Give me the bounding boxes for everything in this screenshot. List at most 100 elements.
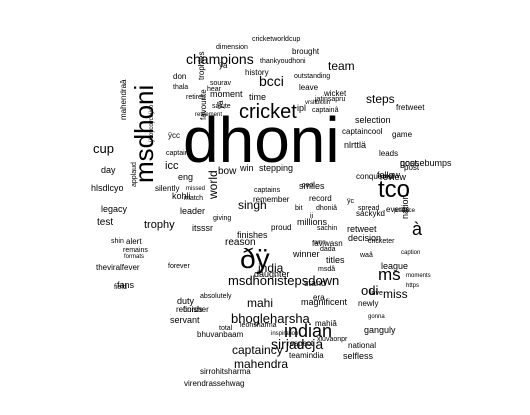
cloud-word: leads <box>379 149 399 158</box>
cloud-word: waâ <box>360 252 373 259</box>
cloud-word: leonsharma <box>240 322 277 329</box>
cloud-word: sackykd <box>356 209 385 218</box>
cloud-word: ganguly <box>364 325 396 335</box>
cloud-word: sachin <box>317 225 338 232</box>
cloud-word: moment <box>210 89 243 99</box>
cloud-word: bow <box>218 166 237 177</box>
cloud-word: forever <box>168 263 190 270</box>
cloud-word: missed <box>186 186 206 192</box>
cloud-word: ÿcoÿcoÿcoÿco <box>149 104 155 142</box>
cloud-word: champions <box>186 51 254 67</box>
cloud-word: ðÿ <box>240 243 270 274</box>
cloud-word: leave <box>299 83 319 92</box>
cloud-word: bhuvanbaam <box>197 330 244 339</box>
cloud-word: trophies <box>197 51 206 80</box>
cloud-word: gonna <box>368 314 385 320</box>
cloud-word: indian <box>284 321 333 341</box>
cloud-word: à <box>412 219 423 239</box>
cloud-word: odi <box>361 283 379 298</box>
cloud-word: goosebumps <box>400 158 452 168</box>
cloud-word: national <box>348 341 377 350</box>
cloud-word: ipl <box>297 103 307 113</box>
cloud-word: caption <box>401 250 421 256</box>
cloud-word: kohli <box>172 191 191 201</box>
cloud-word: dada <box>320 246 336 253</box>
cloud-word: inspiration <box>271 331 299 337</box>
cloud-word: msdâ <box>318 266 336 273</box>
cloud-word: post <box>400 158 418 168</box>
cloud-word: ÿâ <box>216 100 225 109</box>
cloud-word: selection <box>355 115 391 125</box>
cloud-word: absolutely <box>200 293 232 300</box>
cloud-word: cup <box>93 141 114 156</box>
cloud-word: hear <box>207 86 222 93</box>
cloud-word: brought <box>292 47 320 56</box>
cloud-word: thankyoudhoni <box>260 58 306 65</box>
cloud-word: ÿcc <box>168 131 180 140</box>
cloud-word: bit <box>295 205 303 212</box>
cloud-word: titles <box>326 255 345 265</box>
cloud-word: fretweet <box>396 103 425 112</box>
cloud-word: amp <box>314 240 326 246</box>
cloud-word: practice <box>394 208 416 214</box>
cloud-word: stand <box>304 278 327 288</box>
cloud-word: day <box>101 165 116 175</box>
cloud-word: formats <box>124 254 145 260</box>
cloud-word: https <box>406 283 420 289</box>
cloud-word: india <box>258 261 284 275</box>
cloud-word: remember <box>253 195 290 204</box>
cloud-word: steps <box>366 92 395 106</box>
cloud-word: remains <box>123 247 148 254</box>
cloud-word: teamindia <box>289 351 324 360</box>
cloud-word: captaincy <box>232 343 283 357</box>
cloud-word: silently <box>155 184 180 193</box>
cloud-word: era <box>313 293 325 302</box>
cloud-word: record <box>309 194 332 203</box>
cloud-word: mahendra <box>234 357 289 371</box>
cloud-word: follow <box>377 170 401 180</box>
cloud-word: events <box>386 205 410 214</box>
cloud-word: ms <box>378 265 401 284</box>
cloud-word: league <box>381 261 409 271</box>
cloud-word: icc <box>165 160 179 172</box>
cloud-word: captainâ <box>166 150 193 157</box>
cloud-word: mahendraâ <box>119 79 128 120</box>
cloud-word: moments <box>406 273 431 279</box>
cloud-word: selfless <box>343 351 374 361</box>
cloud-word: smiles <box>299 181 325 191</box>
cloud-word: don <box>173 72 187 81</box>
cloud-word: shin <box>111 238 124 245</box>
cloud-word: match <box>184 195 204 202</box>
cloud-word: nlrttlä <box>344 140 367 150</box>
cloud-word: sirrohitsharma <box>200 367 251 376</box>
cloud-word: stepping <box>259 163 294 173</box>
cloud-word: singh <box>238 198 267 212</box>
cloud-word: vrsltbkxin <box>305 100 331 106</box>
cloud-word: love <box>370 290 383 297</box>
cloud-word: outstanding <box>294 73 331 80</box>
cloud-word: thala <box>173 84 189 91</box>
cloud-word: reason <box>225 237 256 248</box>
cloud-word: respect <box>287 339 314 348</box>
cloud-word: retirement <box>195 112 223 118</box>
cloud-word: game <box>392 130 413 139</box>
cloud-word: dhoniâ <box>316 205 338 212</box>
cloud-word: giving <box>213 215 232 222</box>
cloud-word: dhoni <box>183 104 340 176</box>
cloud-word: field <box>114 284 127 291</box>
cloud-word: captains <box>254 187 281 194</box>
cloud-word: ii <box>310 213 314 220</box>
cloud-word: total <box>219 325 233 332</box>
cloud-word: theviralfever <box>96 263 140 272</box>
cloud-word: ÿc <box>347 198 354 205</box>
cloud-word: duty <box>177 296 195 306</box>
cloud-word: mahi <box>247 296 274 310</box>
cloud-word: history <box>245 68 269 77</box>
cloud-word: records <box>176 305 203 314</box>
cloud-word: alert <box>126 237 142 246</box>
cloud-word: eng <box>178 172 194 182</box>
cloud-word: win <box>240 163 254 173</box>
cloud-word: millions <box>297 217 328 227</box>
cloud-word: wasn <box>324 239 343 248</box>
